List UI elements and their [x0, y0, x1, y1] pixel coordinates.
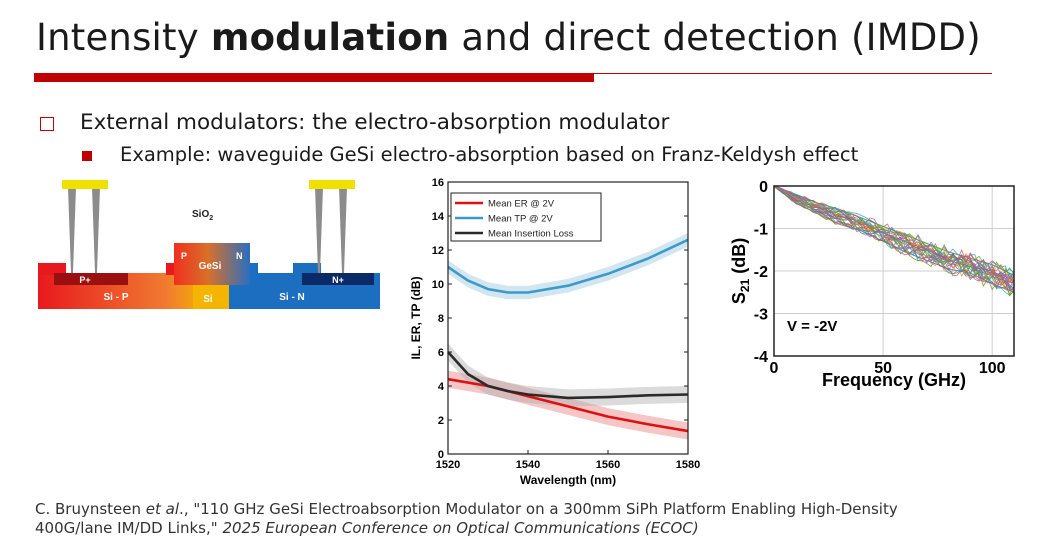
n-step: [293, 263, 321, 275]
y-tick-label: 14: [432, 211, 445, 223]
p-plus-label: P+: [79, 275, 90, 285]
series-line-1: [447, 238, 689, 294]
s21-chart-ylabel: S21 (dB): [729, 238, 752, 304]
s21-chart: 0-1-2-3-40 50 100 V = -2V Frequency (GHz) …: [729, 179, 1015, 390]
p-plus-implant: [54, 273, 128, 285]
y-tick-label: 8: [438, 313, 444, 325]
gesi-absorber: [174, 243, 250, 285]
wavelength-chart-legend: Mean ER @ 2V Mean TP @ 2V Mean Insertion L…: [450, 192, 602, 242]
n-label: N: [236, 251, 243, 261]
legend-label-1: Mean TP @ 2V: [488, 214, 553, 225]
y-tick-label: 0: [759, 179, 768, 196]
s21-trace: [773, 185, 1015, 284]
citation-venue: 2025 European Conference on Optical Comm…: [222, 519, 699, 537]
y-tick-label: 10: [432, 279, 444, 291]
legend-label-0: Mean ER @ 2V: [488, 199, 555, 210]
s21-chart-xlabel: Frequency (GHz): [822, 370, 966, 390]
s21-trace: [773, 186, 1015, 296]
contact-pad-right: [309, 180, 355, 189]
title-prefix: Intensity: [36, 16, 211, 59]
contact-pad-left: [62, 180, 108, 189]
citation-author: C. Bruynsteen: [35, 500, 146, 518]
x-tick-label: 1540: [516, 459, 540, 471]
s21-chart-ticks: 0-1-2-3-40 50 100: [754, 179, 1006, 377]
filled-square-bullet-icon: [82, 151, 92, 161]
wavelength-chart-bands: [448, 233, 688, 440]
y-tick-label: -2: [754, 264, 768, 281]
via-left-2: [92, 187, 100, 273]
p-step: [38, 263, 66, 275]
modulator-cross-section-diagram: SiO2 P+ N+ P N GeSi Si Si - P Si - N: [38, 180, 380, 309]
slide-title: Intensity modulation and direct detectio…: [36, 16, 981, 59]
s21-trace: [773, 185, 1015, 282]
s21-chart-annotation: V = -2V: [787, 318, 837, 335]
bullet-level1-text: External modulators: the electro-absorpt…: [80, 110, 670, 135]
y-tick-label: 4: [438, 381, 445, 393]
x-tick-label: 0: [770, 360, 779, 377]
x-tick-label: 50: [874, 360, 892, 377]
y-tick-label: 2: [438, 415, 444, 427]
p-label: P: [181, 251, 187, 261]
legend-label-2: Mean Insertion Loss: [488, 229, 574, 240]
wavelength-chart-xlabel: Wavelength (nm): [520, 473, 616, 487]
via-left-1: [68, 187, 76, 273]
si-p-label: Si - P: [103, 292, 128, 303]
si-core-label: Si: [203, 294, 213, 305]
y-tick-label: 12: [432, 245, 444, 257]
n-plus-implant: [302, 273, 374, 285]
citation-text: ., "110 GHz GeSi Electroabsorption Modul…: [35, 500, 898, 537]
via-right-1: [315, 187, 323, 273]
citation: C. Bruynsteen et al., "110 GHz GeSi Elec…: [35, 500, 935, 538]
title-underline-thin: [594, 73, 992, 74]
s21-chart-frame: [773, 185, 1015, 357]
title-underline-thick: [34, 73, 594, 82]
bullet-level2-text: Example: waveguide GeSi electro-absorpti…: [120, 143, 859, 166]
title-suffix: and direct detection (IMDD): [449, 16, 981, 59]
series-band-1: [448, 233, 688, 300]
citation-etal: et al: [145, 500, 180, 518]
y-tick-label: -3: [754, 307, 768, 324]
y-tick-label: -1: [754, 222, 768, 239]
n-plus-label: N+: [332, 275, 344, 285]
si-n-label: Si - N: [279, 292, 305, 303]
gesi-label: GeSi: [199, 261, 222, 272]
x-tick-label: 1580: [676, 459, 700, 471]
oxide-label: SiO2: [192, 209, 213, 222]
s21-trace: [773, 185, 1015, 297]
via-right-2: [339, 187, 347, 273]
wavelength-chart-lines: [447, 238, 689, 433]
x-tick-label: 1520: [436, 459, 460, 471]
s21-trace: [773, 185, 1015, 291]
hollow-square-bullet-icon: [40, 117, 54, 131]
wavelength-chart-ylabel: IL, ER, TP (dB): [409, 276, 423, 359]
y-tick-label: -4: [754, 349, 768, 366]
x-tick-label: 1560: [596, 459, 620, 471]
y-tick-label: 0: [438, 449, 444, 461]
wavelength-chart-ticks: 0 2 4 6 8 10 12 14 16 1520 1540 1560 1580: [432, 177, 700, 471]
y-tick-label: 16: [432, 177, 444, 189]
s21-chart-lines: [773, 184, 1015, 297]
wavelength-chart: 0 2 4 6 8 10 12 14 16 1520 1540 1560 1580 Mean ER @ …: [409, 177, 700, 487]
x-tick-label: 100: [979, 360, 1006, 377]
title-bold: modulation: [210, 16, 450, 59]
y-tick-label: 6: [438, 347, 444, 359]
series-line-2: [447, 351, 689, 400]
